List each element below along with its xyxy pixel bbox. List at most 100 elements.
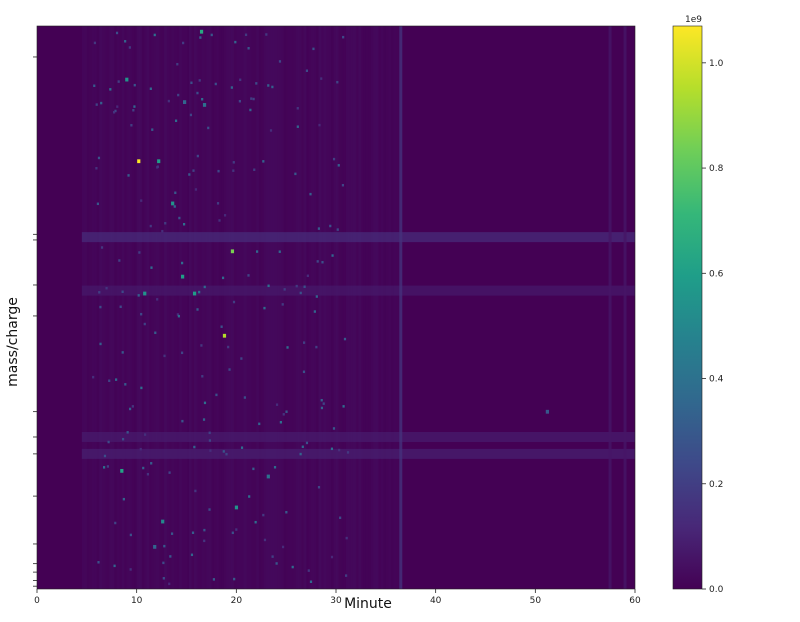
scan-column	[208, 26, 212, 589]
scan-column	[149, 26, 153, 589]
heatmap-cell	[203, 285, 206, 289]
heatmap-cell	[345, 574, 348, 577]
scan-column	[313, 26, 317, 589]
scan-column	[288, 26, 292, 589]
scan-column	[340, 26, 344, 589]
x-tick-label: 10	[131, 596, 143, 606]
scan-column	[316, 26, 319, 589]
scan-column	[355, 26, 359, 589]
heatmap-cell	[332, 427, 336, 430]
scan-column	[258, 26, 262, 589]
heatmap-cell	[137, 294, 140, 297]
heatmap-cell	[252, 467, 255, 471]
scan-column	[134, 26, 138, 589]
scan-column	[311, 26, 314, 589]
heatmap-cell	[305, 69, 309, 72]
heatmap-cell	[182, 222, 186, 226]
scan-column	[331, 26, 334, 589]
heatmap-cell	[130, 123, 133, 127]
scan-column	[101, 26, 105, 589]
scan-column	[378, 26, 382, 589]
heatmap-cell	[265, 33, 268, 36]
scan-column	[159, 26, 162, 589]
heatmap-cell	[200, 344, 203, 347]
scan-column	[326, 26, 329, 589]
heatmap-cell	[140, 386, 143, 390]
heatmap-cell	[318, 123, 321, 127]
heatmap-cell	[231, 531, 234, 535]
heatmap-cell	[342, 405, 345, 408]
heatmap-cell	[174, 119, 178, 123]
heatmap-cell	[267, 84, 270, 87]
heatmap-cell	[177, 93, 180, 97]
heatmap-cell	[196, 154, 199, 158]
heatmap-cell	[283, 288, 286, 291]
heatmap-cell	[320, 406, 324, 410]
scan-column	[146, 26, 150, 589]
heatmap-cell	[255, 82, 258, 85]
heatmap-bands	[81, 26, 635, 589]
vertical-band	[399, 26, 403, 589]
scan-column	[201, 26, 205, 589]
scan-column	[181, 26, 185, 589]
heatmap-cell	[156, 298, 159, 301]
scan-column	[206, 26, 210, 589]
heatmap-cell	[262, 160, 265, 163]
heatmap-cell	[232, 161, 235, 164]
heatmap-cell	[138, 251, 141, 254]
scan-column	[303, 26, 307, 589]
heatmap-cell	[279, 420, 282, 424]
scan-column	[129, 26, 133, 589]
heatmap-cell	[240, 446, 244, 449]
heatmap-cell	[309, 192, 312, 196]
scan-column	[114, 26, 118, 589]
scan-column	[238, 26, 242, 589]
heatmap-cell	[114, 109, 117, 113]
scan-column	[248, 26, 252, 589]
heatmap-cell	[263, 538, 267, 542]
heatmap-cell	[149, 87, 152, 90]
heatmap-cell	[317, 485, 321, 489]
heatmap-cell	[93, 41, 97, 45]
heatmap-cell	[150, 266, 153, 269]
scan-column	[106, 26, 110, 589]
heatmap-cell	[330, 555, 334, 559]
heatmap-cell	[336, 228, 339, 231]
heatmap-cell	[128, 407, 132, 411]
heatmap-cell	[225, 452, 228, 456]
heatmap-cell	[232, 169, 235, 172]
x-tick-label: 20	[231, 596, 243, 606]
heatmap-cell	[190, 81, 193, 85]
scan-column	[273, 26, 277, 589]
horizontal-band	[81, 431, 635, 442]
heatmap-cell	[198, 79, 201, 82]
scan-column	[383, 26, 387, 589]
scan-column	[276, 26, 280, 589]
heatmap-cell	[115, 31, 119, 35]
scan-column	[380, 26, 384, 589]
scan-column	[365, 26, 369, 589]
scan-column	[203, 26, 207, 589]
heatmap-cell	[164, 221, 167, 225]
scan-column	[116, 26, 120, 589]
scan-column	[390, 26, 394, 589]
scan-column	[298, 26, 302, 589]
colorbar-tick-label: 0.4	[709, 375, 724, 385]
heatmap-cell	[92, 375, 95, 379]
scan-column	[306, 26, 309, 589]
heatmap-cell	[256, 250, 259, 253]
scan-column	[131, 26, 135, 589]
scan-column	[193, 26, 197, 589]
colorbar-tick-label: 0.2	[709, 480, 723, 490]
heatmap-cell	[149, 224, 152, 228]
heatmap-cell	[234, 40, 237, 44]
heatmap-cell	[124, 40, 127, 43]
heatmap-cell	[189, 113, 193, 117]
heatmap-cell	[163, 354, 166, 358]
scan-column	[291, 26, 295, 589]
heatmap-cell	[151, 128, 154, 131]
heatmap-cell	[188, 173, 191, 176]
heatmap-cell	[142, 466, 145, 470]
heatmap-cell	[203, 539, 206, 543]
scan-column	[126, 26, 130, 589]
